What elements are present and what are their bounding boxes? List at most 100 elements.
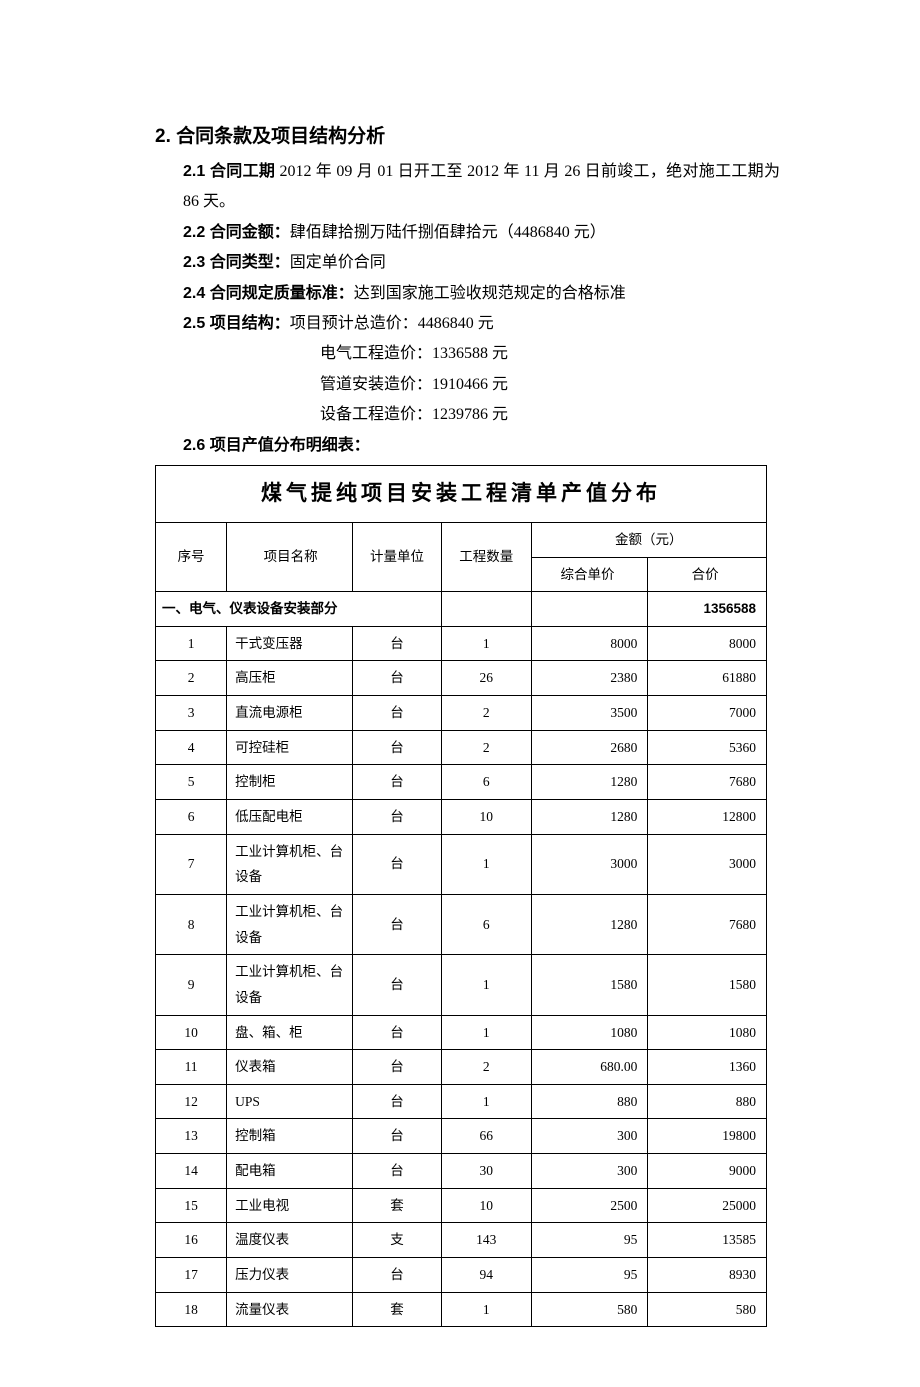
- cell-index: 13: [156, 1119, 227, 1154]
- cell-price: 3000: [531, 834, 648, 894]
- clause-2-3: 2.3 合同类型：固定单价合同: [155, 248, 780, 278]
- clause-2-3-text: 固定单价合同: [290, 254, 386, 271]
- cell-index: 7: [156, 834, 227, 894]
- cell-unit: 套: [353, 1292, 442, 1327]
- clause-2-4: 2.4 合同规定质量标准：达到国家施工验收规范规定的合格标准: [155, 279, 780, 309]
- table-section-row: 一、电气、仪表设备安装部分 1356588: [156, 592, 767, 627]
- cell-price: 2500: [531, 1188, 648, 1223]
- clause-2-3-label: 2.3 合同类型：: [183, 254, 290, 271]
- cell-unit: 台: [353, 1050, 442, 1085]
- cell-qty: 1: [441, 1015, 531, 1050]
- cell-total: 61880: [648, 661, 767, 696]
- cell-index: 6: [156, 800, 227, 835]
- cell-qty: 94: [441, 1257, 531, 1292]
- cell-unit: 台: [353, 626, 442, 661]
- col-header-qty: 工程数量: [441, 522, 531, 591]
- cell-price: 95: [531, 1257, 648, 1292]
- cell-unit: 支: [353, 1223, 442, 1258]
- cell-name: 高压柜: [227, 661, 353, 696]
- cell-qty: 26: [441, 661, 531, 696]
- clause-2-5: 2.5 项目结构：项目预计总造价：4486840 元: [155, 309, 780, 339]
- table-row: 6低压配电柜台10128012800: [156, 800, 767, 835]
- cell-name: 工业电视: [227, 1188, 353, 1223]
- cell-unit: 台: [353, 1154, 442, 1189]
- col-header-amount: 金额（元）: [531, 522, 766, 557]
- cell-total: 3000: [648, 834, 767, 894]
- clause-2-4-text: 达到国家施工验收规范规定的合格标准: [354, 285, 626, 302]
- table-row: 15工业电视套10250025000: [156, 1188, 767, 1223]
- clause-2-4-label: 2.4 合同规定质量标准：: [183, 285, 354, 302]
- table-row: 13控制箱台6630019800: [156, 1119, 767, 1154]
- cell-total: 8000: [648, 626, 767, 661]
- table-row: 12UPS台1880880: [156, 1084, 767, 1119]
- cell-total: 1580: [648, 955, 767, 1015]
- cell-index: 4: [156, 730, 227, 765]
- cell-name: 压力仪表: [227, 1257, 353, 1292]
- cell-unit: 台: [353, 696, 442, 731]
- cell-index: 1: [156, 626, 227, 661]
- cell-index: 12: [156, 1084, 227, 1119]
- cell-index: 2: [156, 661, 227, 696]
- cell-unit: 台: [353, 894, 442, 954]
- cell-index: 17: [156, 1257, 227, 1292]
- table-title-row: 煤气提纯项目安装工程清单产值分布: [156, 466, 767, 523]
- table-row: 10盘、箱、柜台110801080: [156, 1015, 767, 1050]
- cell-total: 7680: [648, 894, 767, 954]
- cell-total: 880: [648, 1084, 767, 1119]
- cell-price: 2680: [531, 730, 648, 765]
- clause-2-6: 2.6 项目产值分布明细表：: [155, 431, 780, 461]
- cell-unit: 台: [353, 955, 442, 1015]
- table-row: 7工业计算机柜、台设备台130003000: [156, 834, 767, 894]
- cell-total: 12800: [648, 800, 767, 835]
- cell-name: UPS: [227, 1084, 353, 1119]
- table-row: 14配电箱台303009000: [156, 1154, 767, 1189]
- section-label: 一、电气、仪表设备安装部分: [156, 592, 442, 627]
- cell-name: 控制柜: [227, 765, 353, 800]
- cell-price: 1080: [531, 1015, 648, 1050]
- cell-name: 配电箱: [227, 1154, 353, 1189]
- col-header-index: 序号: [156, 522, 227, 591]
- cell-name: 可控硅柜: [227, 730, 353, 765]
- cell-unit: 台: [353, 1015, 442, 1050]
- cell-unit: 台: [353, 1119, 442, 1154]
- cell-unit: 台: [353, 661, 442, 696]
- section-empty-1: [441, 592, 531, 627]
- cell-name: 盘、箱、柜: [227, 1015, 353, 1050]
- cell-qty: 30: [441, 1154, 531, 1189]
- table-row: 11仪表箱台2680.001360: [156, 1050, 767, 1085]
- cell-total: 1080: [648, 1015, 767, 1050]
- cell-price: 95: [531, 1223, 648, 1258]
- cell-price: 300: [531, 1119, 648, 1154]
- document-page: 2. 合同条款及项目结构分析 2.1 合同工期 2012 年 09 月 01 日…: [0, 0, 920, 1387]
- cell-index: 9: [156, 955, 227, 1015]
- cell-total: 19800: [648, 1119, 767, 1154]
- cell-price: 300: [531, 1154, 648, 1189]
- cell-qty: 1: [441, 1292, 531, 1327]
- cell-qty: 1: [441, 1084, 531, 1119]
- cell-price: 2380: [531, 661, 648, 696]
- cell-name: 控制箱: [227, 1119, 353, 1154]
- cell-price: 1280: [531, 800, 648, 835]
- cell-unit: 台: [353, 800, 442, 835]
- clause-2-2-label: 2.2 合同金额：: [183, 224, 290, 241]
- col-header-unit: 计量单位: [353, 522, 442, 591]
- cell-name: 工业计算机柜、台设备: [227, 894, 353, 954]
- cell-index: 8: [156, 894, 227, 954]
- cell-total: 5360: [648, 730, 767, 765]
- cell-qty: 1: [441, 955, 531, 1015]
- table-row: 17压力仪表台94958930: [156, 1257, 767, 1292]
- cell-total: 25000: [648, 1188, 767, 1223]
- table-row: 5控制柜台612807680: [156, 765, 767, 800]
- cell-total: 580: [648, 1292, 767, 1327]
- cell-total: 7000: [648, 696, 767, 731]
- clause-2-5-label: 2.5 项目结构：: [183, 315, 290, 332]
- clause-2-2-text: 肆佰肆拾捌万陆仟捌佰肆拾元（4486840 元）: [290, 224, 606, 241]
- table-row: 9工业计算机柜、台设备台115801580: [156, 955, 767, 1015]
- cell-name: 流量仪表: [227, 1292, 353, 1327]
- col-header-price: 综合单价: [531, 557, 648, 592]
- clause-2-6-label: 2.6 项目产值分布明细表：: [183, 437, 370, 454]
- cell-price: 1280: [531, 894, 648, 954]
- clause-2-5-text: 项目预计总造价：4486840 元: [290, 315, 494, 332]
- value-table-wrap: 煤气提纯项目安装工程清单产值分布 序号 项目名称 计量单位 工程数量 金额（元）…: [155, 465, 780, 1327]
- section-total: 1356588: [648, 592, 767, 627]
